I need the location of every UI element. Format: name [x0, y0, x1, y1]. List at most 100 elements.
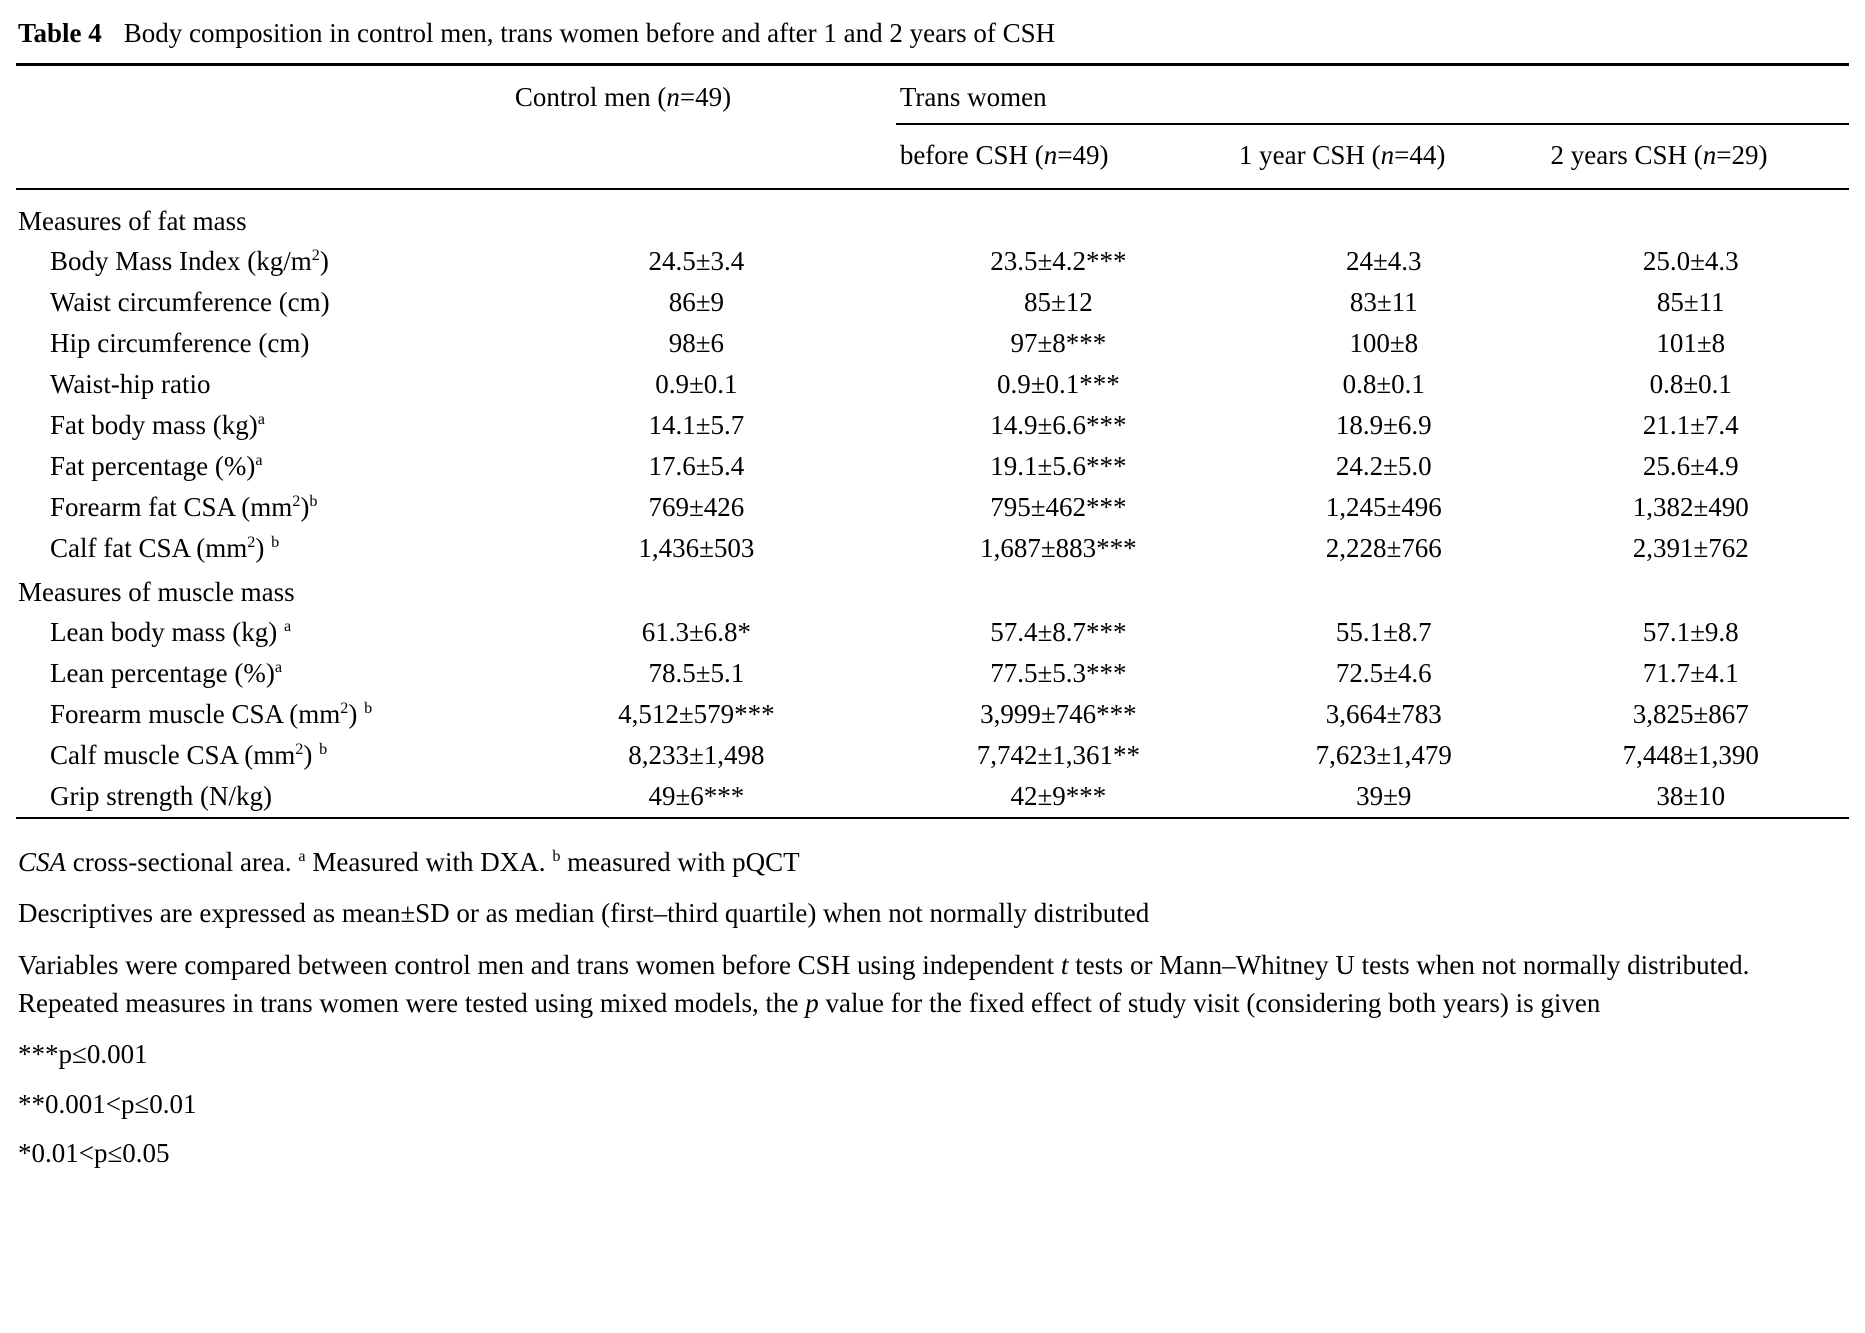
table-row: Fat body mass (kg)a 14.1±5.7 14.9±6.6*** 18… — [16, 405, 1849, 446]
value-cell: 769±426 — [648, 492, 745, 522]
table-row: Waist circumference (cm) 86±9 85±12 83±11 85… — [16, 282, 1849, 323]
value-cell: 77.5±5.3*** — [990, 658, 1127, 688]
value-cell: 1,687±883*** — [980, 533, 1137, 563]
row-label: Forearm fat CSA (mm2)b — [50, 492, 318, 522]
value-cell: 38±10 — [1656, 781, 1726, 811]
value-cell: 0.9±0.1 — [655, 369, 738, 399]
row-label: Fat body mass (kg)a — [50, 410, 265, 440]
value-cell: 4,512±579*** — [618, 699, 775, 729]
row-label: Waist-hip ratio — [50, 369, 211, 399]
section-header-row: Measures of muscle mass — [16, 569, 1849, 612]
value-cell: 17.6±5.4 — [648, 451, 745, 481]
header-trans-women-group: Trans women — [895, 64, 1849, 125]
value-cell: 18.9±6.9 — [1335, 410, 1432, 440]
section-title: Measures of muscle mass — [18, 577, 295, 607]
value-cell: 1,245±496 — [1325, 492, 1442, 522]
section-header-row: Measures of fat mass — [16, 189, 1849, 241]
header-group-row: Control men (n=49) Trans women — [16, 64, 1849, 190]
table-caption-number: Table 4 — [18, 18, 102, 48]
value-cell: 8,233±1,498 — [628, 740, 765, 770]
value-cell: 14.9±6.6*** — [990, 410, 1127, 440]
header-1-year-csh: 1 year CSH (n=44) — [1234, 124, 1547, 190]
value-cell: 61.3±6.8* — [641, 617, 752, 647]
body-composition-table: Control men (n=49) Trans women before CS… — [16, 63, 1849, 819]
value-cell: 19.1±5.6*** — [990, 451, 1127, 481]
value-cell: 98±6 — [668, 328, 725, 358]
value-cell: 0.9±0.1*** — [996, 369, 1120, 399]
row-label: Waist circumference (cm) — [50, 287, 330, 317]
header-before-csh: before CSH (n=49) — [895, 124, 1235, 190]
value-cell: 2,391±762 — [1632, 533, 1749, 563]
value-cell: 55.1±8.7 — [1335, 617, 1432, 647]
table-row: Calf muscle CSA (mm2) b 8,233±1,498 7,742±… — [16, 735, 1849, 776]
section-title: Measures of fat mass — [18, 206, 247, 236]
header-blank-cell — [16, 64, 511, 190]
value-cell: 1,436±503 — [638, 533, 755, 563]
value-cell: 78.5±5.1 — [648, 658, 745, 688]
value-cell: 49±6*** — [648, 781, 745, 811]
row-label: Calf muscle CSA (mm2) b — [50, 740, 328, 770]
value-cell: 71.7±4.1 — [1642, 658, 1739, 688]
footnote-descriptives: Descriptives are expressed as mean±SD or… — [18, 898, 1150, 929]
header-sub-row: before CSH (n=49) 1 year CSH (n=44) 2 ye… — [16, 124, 1849, 190]
value-cell: 85±12 — [1023, 287, 1093, 317]
table-row: Fat percentage (%)a 17.6±5.4 19.1±5.6*** 24… — [16, 446, 1849, 487]
table-caption-title: Body composition in control men, trans w… — [123, 18, 1056, 48]
value-cell: 72.5±4.6 — [1335, 658, 1432, 688]
footnote-statistics: Variables were compared between control … — [18, 949, 1750, 1018]
row-label: Lean body mass (kg) a — [50, 617, 292, 647]
row-label: Grip strength (N/kg) — [50, 781, 272, 811]
footnote-p-le-05: *0.01<p≤0.05 — [18, 1137, 170, 1168]
table-row: Lean body mass (kg) a 61.3±6.8* 57.4±8.7**… — [16, 612, 1849, 653]
value-cell: 97±8*** — [1010, 328, 1107, 358]
table-row: Waist-hip ratio 0.9±0.1 0.9±0.1*** 0.8±0.1 0… — [16, 364, 1849, 405]
value-cell: 21.1±7.4 — [1642, 410, 1739, 440]
value-cell: 1,382±490 — [1632, 492, 1749, 522]
value-cell: 25.6±4.9 — [1642, 451, 1739, 481]
row-label: Calf fat CSA (mm2) b — [50, 533, 280, 563]
value-cell: 39±9 — [1356, 781, 1412, 811]
footnote-p-le-01: **0.001<p≤0.01 — [18, 1088, 197, 1119]
footnotes: CSA cross-sectional area. a Measured wit… — [16, 843, 1849, 1172]
value-cell: 83±11 — [1349, 287, 1418, 317]
value-cell: 42±9*** — [1010, 781, 1107, 811]
table-header: Control men (n=49) Trans women before CS… — [16, 64, 1849, 190]
value-cell: 7,742±1,361** — [976, 740, 1141, 770]
value-cell: 57.4±8.7*** — [990, 617, 1127, 647]
value-cell: 3,664±783 — [1325, 699, 1442, 729]
value-cell: 24.5±3.4 — [648, 246, 745, 276]
value-cell: 85±11 — [1656, 287, 1725, 317]
header-control-men: Control men (n=49) — [510, 64, 896, 190]
value-cell: 7,448±1,390 — [1622, 740, 1759, 770]
table-row: Forearm fat CSA (mm2)b 769±426 795±462*** 1… — [16, 487, 1849, 528]
value-cell: 24±4.3 — [1345, 246, 1422, 276]
value-cell: 7,623±1,479 — [1315, 740, 1452, 770]
value-cell: 0.8±0.1 — [1649, 369, 1732, 399]
value-cell: 100±8 — [1349, 328, 1419, 358]
table-caption: Table 4 Body composition in control men, … — [16, 10, 1849, 63]
table-row: Forearm muscle CSA (mm2) b 4,512±579*** 3,… — [16, 694, 1849, 735]
table-row: Calf fat CSA (mm2) b 1,436±503 1,687±883**… — [16, 528, 1849, 569]
table-row: Grip strength (N/kg) 49±6*** 42±9*** 39±9 38… — [16, 776, 1849, 818]
value-cell: 3,825±867 — [1632, 699, 1749, 729]
value-cell: 24.2±5.0 — [1335, 451, 1432, 481]
row-label: Hip circumference (cm) — [50, 328, 310, 358]
table-row: Body Mass Index (kg/m2) 24.5±3.4 23.5±4.2*… — [16, 241, 1849, 282]
value-cell: 57.1±9.8 — [1642, 617, 1739, 647]
row-label: Forearm muscle CSA (mm2) b — [50, 699, 373, 729]
row-label: Body Mass Index (kg/m2) — [50, 246, 329, 276]
table-row: Lean percentage (%)a 78.5±5.1 77.5±5.3*** 7… — [16, 653, 1849, 694]
header-2-years-csh: 2 years CSH (n=29) — [1546, 124, 1849, 190]
table-body: Measures of fat mass Body Mass Index (kg/… — [16, 189, 1849, 818]
footnote-p-le-001: ***p≤0.001 — [18, 1039, 148, 1070]
value-cell: 23.5±4.2*** — [990, 246, 1127, 276]
value-cell: 101±8 — [1656, 328, 1726, 358]
footnote-abbreviations: CSA cross-sectional area. a Measured wit… — [18, 847, 800, 877]
value-cell: 14.1±5.7 — [648, 410, 745, 440]
value-cell: 795±462*** — [990, 492, 1127, 522]
value-cell: 25.0±4.3 — [1642, 246, 1739, 276]
value-cell: 86±9 — [668, 287, 725, 317]
value-cell: 0.8±0.1 — [1342, 369, 1425, 399]
row-label: Fat percentage (%)a — [50, 451, 263, 481]
